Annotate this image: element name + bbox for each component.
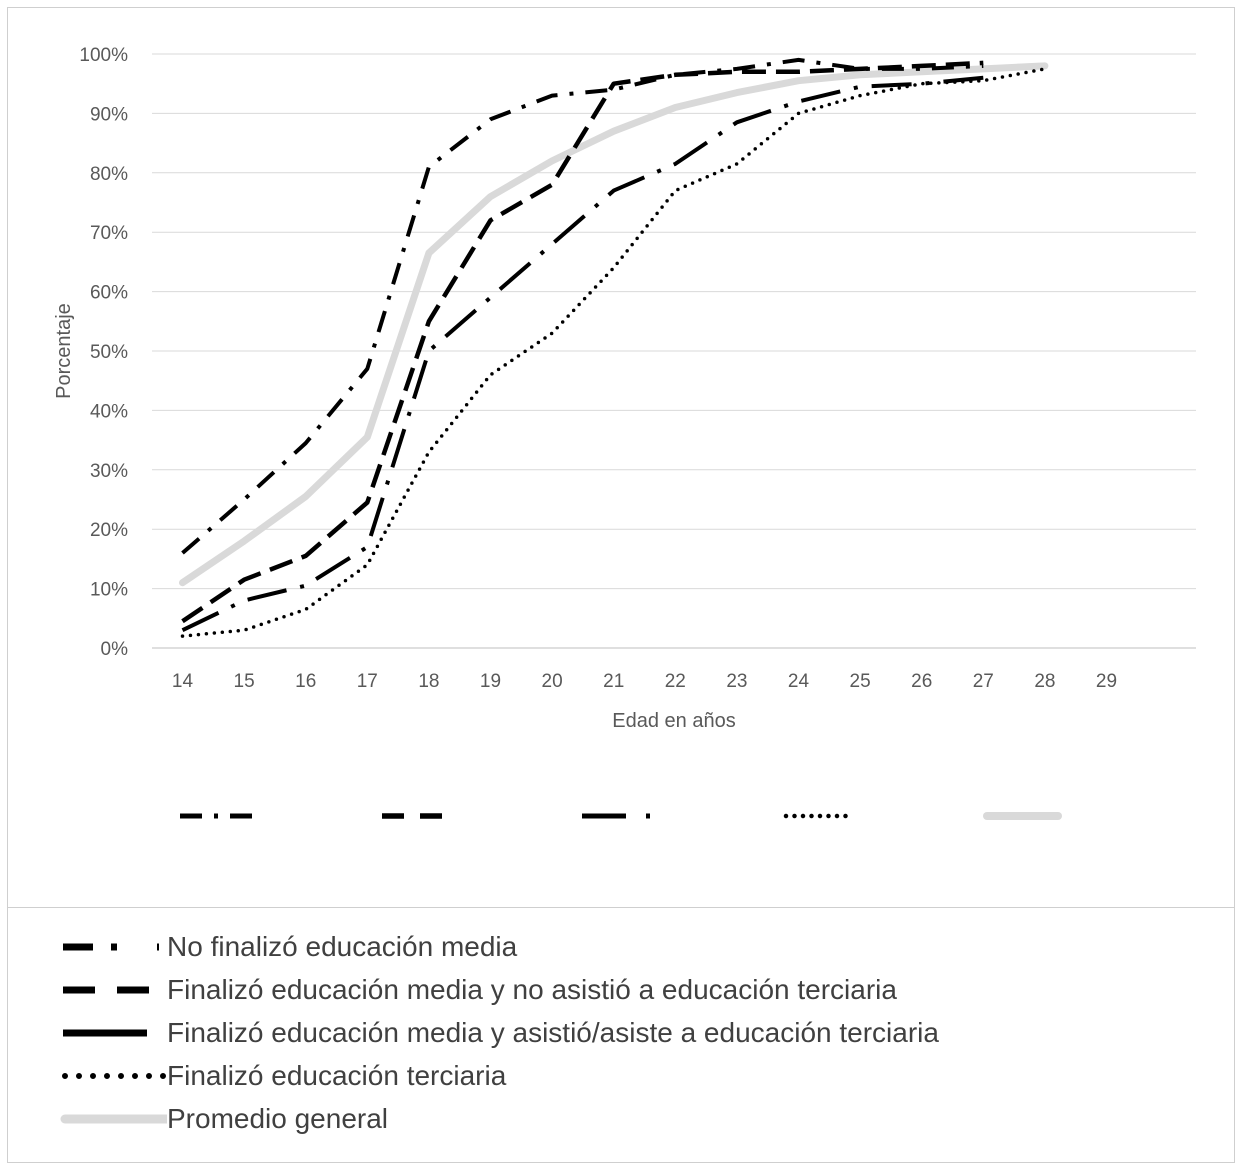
- y-tick-label: 60%: [90, 283, 128, 304]
- line-chart: 0% 10% 20% 30% 40% 50% 60% 70% 80% 90% 100% 14 15 16…: [53, 45, 1196, 820]
- legend-item: Promedio general: [55, 1097, 1205, 1140]
- legend-item: Finalizó educación media y no asistió a …: [55, 968, 1205, 1011]
- y-tick-label: 70%: [90, 223, 128, 244]
- x-tick-label: 27: [973, 671, 994, 692]
- x-tick-label: 23: [726, 671, 747, 692]
- legend-swatch-dash: [63, 986, 167, 993]
- gridlines: [152, 53, 1196, 649]
- legend-swatch-dash-dot: [63, 943, 159, 950]
- x-tick-label: 28: [1034, 671, 1055, 692]
- x-axis-title: Edad en años: [612, 710, 735, 732]
- series-line-dotted: [180, 67, 1047, 638]
- y-tick-label: 90%: [90, 104, 128, 125]
- legend-divider: [7, 907, 1235, 908]
- x-tick-label: 29: [1096, 671, 1117, 692]
- legend-swatch-solid: [60, 1114, 167, 1123]
- y-tick-label: 0%: [101, 639, 129, 660]
- x-tick-label: 14: [172, 671, 194, 692]
- series-line-dash-dot: [181, 57, 984, 555]
- x-tick-label: 20: [542, 671, 563, 692]
- legend-swatch-long-dash-dot: [63, 1029, 147, 1036]
- y-tick-label: 50%: [90, 342, 128, 363]
- legend: No finalizó educación media Finalizó edu…: [55, 925, 1205, 1140]
- x-tick-label: 24: [788, 671, 810, 692]
- x-axis-ticks: 14 15 16 17 18 19 20 21 22 23 24 25 26 27 28 29: [172, 671, 1117, 692]
- y-tick-label: 100%: [79, 45, 128, 66]
- legend-label: Finalizó educación terciaria: [167, 1059, 507, 1091]
- x-tick-label: 18: [418, 671, 439, 692]
- y-tick-label: 10%: [90, 580, 128, 601]
- y-tick-label: 30%: [90, 461, 128, 482]
- x-tick-label: 19: [480, 671, 501, 692]
- x-tick-label: 15: [234, 671, 255, 692]
- x-tick-label: 22: [665, 671, 686, 692]
- legend-item: No finalizó educación media: [55, 925, 1205, 968]
- legend-label: Finalizó educación media y asistió/asist…: [167, 1016, 939, 1048]
- legend-label: Finalizó educación media y no asistió a …: [167, 973, 897, 1005]
- legend-swatch-dotted: [62, 1072, 167, 1079]
- y-axis-ticks: 0% 10% 20% 30% 40% 50% 60% 70% 80% 90% 100%: [79, 45, 128, 660]
- x-tick-label: 17: [357, 671, 378, 692]
- legend-item: Finalizó educación terciaria: [55, 1054, 1205, 1097]
- x-tick-label: 25: [850, 671, 871, 692]
- legend-label: No finalizó educación media: [167, 930, 518, 962]
- x-tick-label: 26: [911, 671, 932, 692]
- series-lines: [179, 57, 1049, 638]
- y-axis-title: Porcentaje: [53, 303, 75, 399]
- y-tick-label: 20%: [90, 520, 128, 541]
- series-line-solid-thick: [179, 62, 1049, 587]
- x-tick-label: 16: [295, 671, 316, 692]
- series-line-long-dash-dot: [181, 75, 984, 633]
- legend-item: Finalizó educación media y asistió/asist…: [55, 1011, 1205, 1054]
- chart-frame: [7, 7, 1235, 1163]
- y-tick-label: 40%: [90, 401, 128, 422]
- legend-label: Promedio general: [167, 1102, 389, 1134]
- x-tick-label: 21: [603, 671, 624, 692]
- y-tick-label: 80%: [90, 164, 128, 185]
